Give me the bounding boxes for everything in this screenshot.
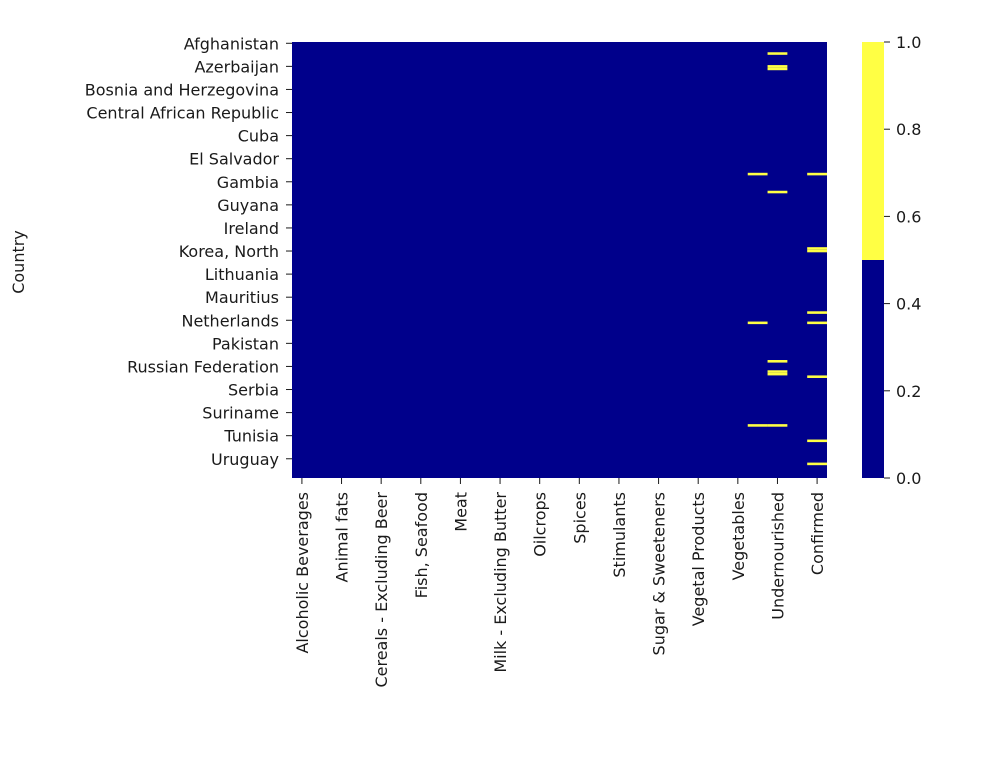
y-tick-label: Bosnia and Herzegovina (85, 80, 279, 99)
heatmap-plot (292, 42, 827, 478)
heatmap-cell (807, 247, 827, 250)
heatmap-cell (747, 424, 768, 427)
heatmap-cell (807, 172, 827, 176)
heatmap-cell (767, 190, 788, 194)
y-tick-label: Korea, North (179, 242, 279, 261)
y-tick-label: Lithuania (205, 265, 279, 284)
y-tick-label: Afghanistan (184, 34, 279, 53)
y-tick-label: Tunisia (223, 427, 279, 446)
x-tick-label: Spices (570, 492, 589, 544)
y-axis-ticks: Afghanistan Azerbaijan Bosnia and Herzegov… (85, 34, 292, 469)
y-tick-label: Guyana (217, 196, 279, 215)
x-tick-label: Vegetal Products (689, 492, 708, 626)
x-tick-label: Stimulants (610, 492, 629, 578)
colorbar-tick-label: 0.0 (896, 469, 921, 488)
colorbar-segment (862, 260, 884, 478)
y-tick-label: Ireland (224, 219, 279, 238)
heatmap-cell (807, 439, 827, 443)
heatmap-cell (767, 424, 788, 427)
y-tick-label: Azerbaijan (194, 57, 279, 76)
colorbar-tick-label: 0.4 (896, 295, 921, 314)
x-tick-label: Cereals - Excluding Beer (372, 492, 391, 688)
x-tick-label: Milk - Excluding Butter (491, 492, 510, 673)
x-tick-label: Fish, Seafood (412, 492, 431, 598)
heatmap-cell (767, 52, 788, 55)
heatmap-cell (767, 370, 788, 373)
x-tick-label: Animal fats (333, 492, 352, 583)
y-tick-label: Suriname (202, 404, 279, 423)
x-tick-label: Undernourished (768, 492, 787, 620)
y-axis-label: Country (9, 230, 28, 294)
y-tick-label: El Salvador (189, 150, 279, 169)
y-tick-label: Russian Federation (127, 357, 279, 376)
heatmap-cell (807, 249, 827, 253)
x-tick-label: Confirmed (808, 492, 827, 575)
heatmap-cell (767, 372, 788, 376)
heatmap-cell (807, 321, 827, 325)
y-tick-label: Pakistan (212, 334, 279, 353)
heatmap-cell (747, 172, 768, 176)
heatmap-cell (747, 321, 768, 325)
x-tick-label: Oilcrops (531, 492, 550, 557)
x-tick-label: Sugar & Sweeteners (650, 492, 669, 655)
heatmap-cell (807, 311, 827, 314)
x-tick-label: Alcoholic Beverages (293, 492, 312, 654)
colorbar-tick-label: 0.6 (896, 207, 921, 226)
colorbar-segment (862, 42, 884, 260)
heatmap-cell (807, 462, 827, 466)
x-tick-label: Vegetables (729, 492, 748, 580)
heatmap-cell (767, 65, 788, 68)
colorbar-tick-label: 1.0 (896, 33, 921, 52)
y-tick-label: Mauritius (205, 288, 279, 307)
x-tick-label: Meat (451, 492, 470, 532)
y-tick-label: Cuba (238, 127, 279, 146)
heatmap-background (292, 42, 827, 478)
y-tick-label: Netherlands (181, 311, 279, 330)
heatmap-cell (767, 360, 788, 363)
y-tick-label: Uruguay (211, 450, 279, 469)
y-tick-label: Serbia (228, 381, 279, 400)
y-tick-label: Central African Republic (86, 104, 279, 123)
colorbar-tick-label: 0.8 (896, 120, 921, 139)
heatmap-cell (807, 375, 827, 378)
y-tick-label: Gambia (217, 173, 279, 192)
x-axis-ticks: Alcoholic Beverages Animal fats Cereals - … (293, 478, 827, 688)
heatmap-cell (767, 67, 788, 71)
colorbar-tick-label: 0.2 (896, 382, 921, 401)
colorbar: 0.0 0.2 0.4 0.6 0.8 1.0 (862, 33, 921, 488)
